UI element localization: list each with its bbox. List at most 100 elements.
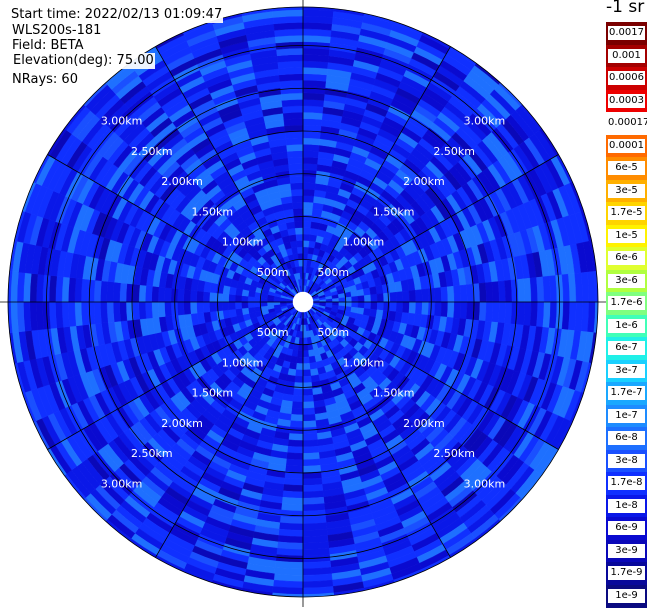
beta-cell xyxy=(302,490,324,499)
beta-cell xyxy=(202,291,211,303)
beta-cell xyxy=(93,279,102,303)
beta-cell xyxy=(292,208,304,216)
beta-cell xyxy=(446,301,455,319)
beta-cell xyxy=(112,301,121,323)
beta-cell xyxy=(281,496,304,505)
beta-cell xyxy=(350,290,359,298)
beta-cell xyxy=(281,99,304,108)
beta-cell xyxy=(279,79,304,88)
colorbar-tick-label: 1e-5 xyxy=(608,228,645,243)
colorbar-tick-label: 1e-9 xyxy=(608,588,645,603)
beta-cell xyxy=(80,301,89,326)
colorbar-tick-label: 6e-6 xyxy=(608,251,645,266)
beta-cell xyxy=(302,465,322,473)
beta-cell xyxy=(415,301,423,315)
colorbar-tick-label: 3e-6 xyxy=(608,273,645,288)
beta-cell xyxy=(302,388,314,396)
colorbar-cell: 0.00017 xyxy=(606,112,647,135)
beta-cell xyxy=(299,272,304,280)
beta-cell xyxy=(209,301,217,313)
range-ring-label: 3.00km xyxy=(101,115,143,128)
beta-cell xyxy=(292,394,304,403)
colorbar-tick-label: 3e-8 xyxy=(608,453,645,468)
beta-cell xyxy=(234,301,242,310)
beta-cell xyxy=(302,111,324,120)
beta-cell xyxy=(68,277,77,303)
beta-cell xyxy=(402,290,410,303)
beta-cell xyxy=(453,301,461,319)
beta-cell xyxy=(302,233,311,241)
range-ring-label: 500m xyxy=(317,326,349,339)
beta-cell xyxy=(295,233,304,241)
beta-cell xyxy=(196,290,204,303)
beta-cell xyxy=(177,288,185,303)
beta-cell xyxy=(292,388,304,396)
beta-cell xyxy=(285,137,304,146)
beta-cell xyxy=(280,92,304,101)
beta-cell xyxy=(61,276,70,303)
colorbar-units: -1 sr xyxy=(606,0,645,17)
beta-cell xyxy=(68,301,77,327)
colorbar-cell: 1e-7 xyxy=(606,404,647,428)
beta-cell xyxy=(302,420,317,428)
beta-cell xyxy=(282,484,304,493)
colorbar-cell: 3e-8 xyxy=(606,449,647,473)
beta-cell xyxy=(293,214,304,222)
beta-cell xyxy=(291,401,304,409)
beta-cell xyxy=(228,301,236,310)
beta-cell xyxy=(446,285,455,303)
beta-cell xyxy=(302,150,320,159)
beta-cell xyxy=(302,414,316,422)
beta-cell xyxy=(434,301,442,317)
range-ring-label: 1.00km xyxy=(343,236,385,249)
beta-cell xyxy=(302,79,327,88)
beta-cell xyxy=(112,281,121,303)
beta-cell xyxy=(282,490,304,499)
beta-cell xyxy=(302,163,318,171)
colorbar-cell: 6e-5 xyxy=(606,157,647,180)
beta-cell xyxy=(280,86,304,95)
beta-cell xyxy=(157,301,166,318)
beta-cell xyxy=(466,283,474,303)
colorbar-tick-label: 6e-9 xyxy=(608,521,645,536)
beta-cell xyxy=(302,522,328,531)
colorbar-tick-label: 6e-8 xyxy=(608,431,645,446)
beta-cell xyxy=(302,382,313,390)
beta-cell xyxy=(295,363,304,371)
beta-cell xyxy=(510,301,519,325)
beta-cell xyxy=(100,301,109,324)
beta-cell xyxy=(364,294,372,303)
beta-cell xyxy=(364,301,372,310)
beta-cell xyxy=(138,284,147,303)
beta-cell xyxy=(235,308,244,317)
beta-cell xyxy=(510,279,519,303)
beta-cell xyxy=(302,214,313,222)
beta-cell xyxy=(228,294,236,303)
beta-cell xyxy=(478,301,487,322)
beta-cell xyxy=(485,301,494,323)
beta-cell xyxy=(421,288,429,303)
beta-cell xyxy=(295,227,304,235)
beta-cell xyxy=(302,509,326,518)
colorbar-cell: 1e-8 xyxy=(606,494,647,518)
beta-cell xyxy=(286,144,304,152)
beta-cell xyxy=(280,509,304,518)
beta-cell xyxy=(370,294,378,303)
beta-cell xyxy=(183,301,191,315)
beta-cell xyxy=(389,301,397,313)
beta-cell xyxy=(491,281,500,303)
beta-cell xyxy=(421,301,429,316)
range-ring-label: 2.00km xyxy=(161,175,203,188)
beta-cell xyxy=(351,296,359,303)
beta-cell xyxy=(164,287,172,303)
beta-cell xyxy=(138,301,147,320)
beta-cell xyxy=(302,369,311,377)
colorbar-tick-label: 3e-9 xyxy=(608,543,645,558)
beta-cell xyxy=(297,350,304,358)
beta-cell xyxy=(106,281,115,303)
beta-cell xyxy=(247,306,256,314)
beta-cell xyxy=(497,280,506,303)
beta-cell xyxy=(302,92,326,101)
range-ring-label: 2.00km xyxy=(403,175,445,188)
beta-cell xyxy=(389,291,397,303)
